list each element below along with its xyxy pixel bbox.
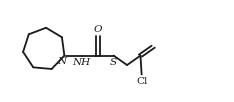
Text: Cl: Cl bbox=[136, 77, 147, 86]
Text: S: S bbox=[110, 58, 117, 67]
Text: NH: NH bbox=[72, 58, 90, 67]
Text: N: N bbox=[58, 57, 67, 66]
Text: O: O bbox=[94, 25, 102, 34]
